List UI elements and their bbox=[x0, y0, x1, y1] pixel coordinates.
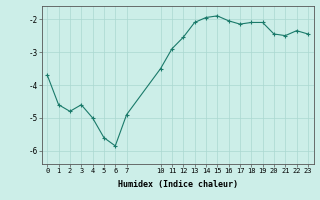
X-axis label: Humidex (Indice chaleur): Humidex (Indice chaleur) bbox=[118, 180, 237, 189]
